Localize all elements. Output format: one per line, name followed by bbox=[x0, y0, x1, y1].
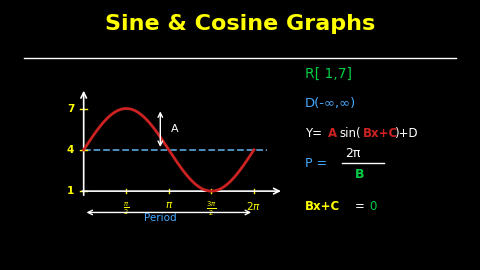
Text: $\pi$: $\pi$ bbox=[165, 200, 173, 210]
Text: P =: P = bbox=[305, 157, 327, 170]
Text: 4: 4 bbox=[67, 145, 74, 155]
Text: Sine & Cosine Graphs: Sine & Cosine Graphs bbox=[105, 14, 375, 33]
Text: 0: 0 bbox=[370, 200, 377, 213]
Text: $\frac{\pi}{2}$: $\frac{\pi}{2}$ bbox=[123, 200, 130, 217]
Text: B: B bbox=[355, 168, 365, 181]
Text: Bx+C: Bx+C bbox=[305, 200, 340, 213]
Text: A: A bbox=[171, 124, 179, 134]
Text: Y=: Y= bbox=[305, 127, 322, 140]
Text: 1: 1 bbox=[67, 186, 74, 196]
Text: $2\pi$: $2\pi$ bbox=[246, 200, 262, 212]
Text: Bx+C: Bx+C bbox=[363, 127, 398, 140]
Text: $\frac{3\pi}{2}$: $\frac{3\pi}{2}$ bbox=[206, 200, 216, 218]
Text: Period: Period bbox=[144, 213, 177, 223]
Text: 7: 7 bbox=[67, 103, 74, 113]
Text: D(-∞,∞): D(-∞,∞) bbox=[305, 97, 356, 110]
Text: )+D: )+D bbox=[394, 127, 417, 140]
Text: =: = bbox=[355, 200, 365, 213]
Text: sin(: sin( bbox=[339, 127, 361, 140]
Text: A: A bbox=[328, 127, 337, 140]
Text: R[ 1,7]: R[ 1,7] bbox=[305, 67, 352, 81]
Text: 2π: 2π bbox=[346, 147, 361, 160]
